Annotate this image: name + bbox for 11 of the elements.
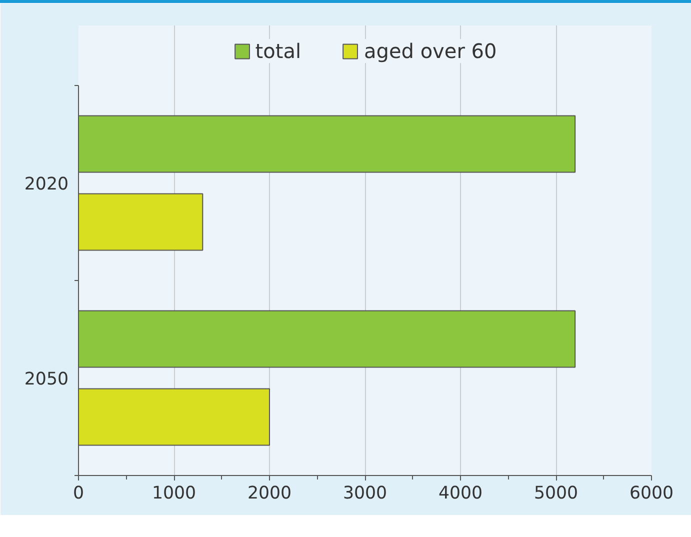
y-tick-label: 2050 xyxy=(24,370,69,390)
x-tick-label: 4000 xyxy=(438,484,483,504)
x-tick-label: 3000 xyxy=(342,484,388,504)
x-tick-label: 5000 xyxy=(534,484,578,504)
x-tick-label: 2000 xyxy=(247,484,292,504)
x-tick-label: 6000 xyxy=(629,484,674,504)
x-tick-label: 0 xyxy=(72,484,84,504)
legend-label: total xyxy=(255,39,302,63)
y-tick-label: 2020 xyxy=(24,174,69,194)
x-tick-label: 1000 xyxy=(152,484,196,504)
legend-label: aged over 60 xyxy=(364,39,497,63)
